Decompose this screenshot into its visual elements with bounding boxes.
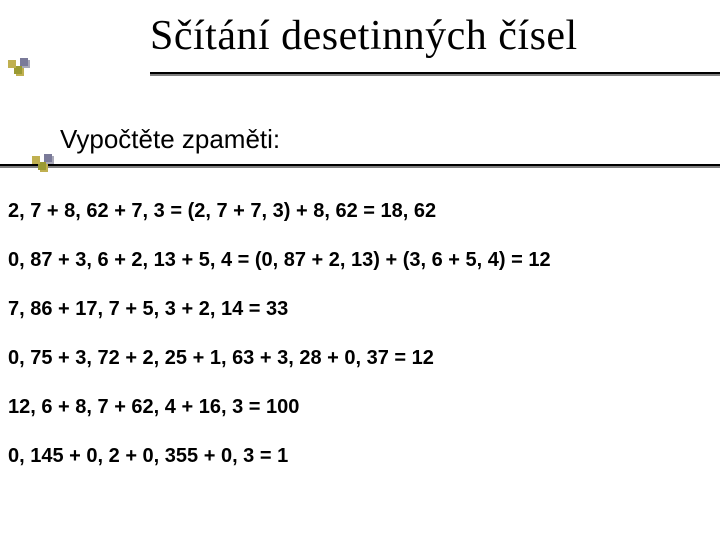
subtitle-bullet-group bbox=[32, 156, 56, 180]
title-bullet-group bbox=[8, 60, 32, 84]
math-line: 0, 145 + 0, 2 + 0, 355 + 0, 3 = 1 bbox=[8, 445, 700, 468]
title-block: Sčítání desetinných čísel bbox=[150, 12, 680, 60]
bullet-square-icon bbox=[32, 156, 40, 164]
math-line: 12, 6 + 8, 7 + 62, 4 + 16, 3 = 100 bbox=[8, 396, 700, 419]
bullet-square-icon bbox=[8, 60, 16, 68]
bullet-square-icon bbox=[20, 58, 28, 66]
math-line: 2, 7 + 8, 62 + 7, 3 = (2, 7 + 7, 3) + 8,… bbox=[8, 200, 700, 223]
slide-title: Sčítání desetinných čísel bbox=[150, 12, 680, 60]
math-line: 0, 75 + 3, 72 + 2, 25 + 1, 63 + 3, 28 + … bbox=[8, 347, 700, 370]
subtitle-block: Vypočtěte zpaměti: bbox=[60, 124, 680, 155]
bullet-square-icon bbox=[44, 154, 52, 162]
title-underline-shadow bbox=[150, 74, 720, 76]
content-area: 2, 7 + 8, 62 + 7, 3 = (2, 7 + 7, 3) + 8,… bbox=[8, 200, 700, 494]
subtitle-underline-shadow bbox=[0, 166, 720, 168]
slide-subtitle: Vypočtěte zpaměti: bbox=[60, 124, 680, 155]
math-line: 7, 86 + 17, 7 + 5, 3 + 2, 14 = 33 bbox=[8, 298, 700, 321]
math-line: 0, 87 + 3, 6 + 2, 13 + 5, 4 = (0, 87 + 2… bbox=[8, 249, 700, 272]
